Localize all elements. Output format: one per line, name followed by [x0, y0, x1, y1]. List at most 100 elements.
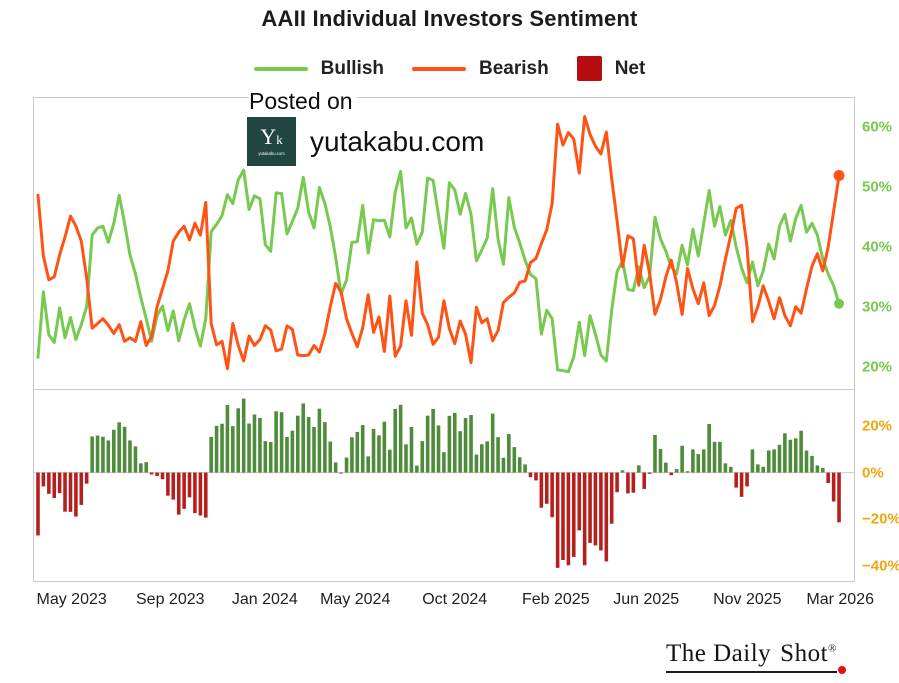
net-bar [317, 408, 322, 473]
x-tick-label: May 2023 [36, 591, 107, 608]
yutakabu-logo-caption: yutakabu.com [258, 151, 285, 157]
top-y-tick-label: 30% [862, 298, 893, 316]
bearish-line-swatch [412, 66, 466, 71]
bearish-end-dot [833, 170, 845, 181]
bullish-end-dot [834, 298, 845, 309]
net-bar [469, 414, 473, 473]
net-bar [458, 431, 462, 473]
net-bar [133, 446, 138, 473]
net-bar [739, 472, 744, 497]
net-bar [263, 441, 268, 473]
net-bar [680, 445, 684, 473]
net-bar [149, 472, 154, 475]
x-tick-label: Oct 2024 [422, 591, 488, 608]
net-bar [214, 425, 219, 473]
net-bar [826, 472, 830, 484]
net-bar [84, 472, 89, 484]
net-bar [701, 449, 706, 473]
x-tick-label: Jun 2025 [613, 591, 680, 608]
top-y-tick-label: 50% [862, 178, 893, 196]
net-bar [355, 431, 360, 473]
net-bar [366, 456, 370, 473]
daily-shot-text-1: The Daily [666, 640, 781, 673]
page-title: AAII Individual Investors Sentiment [261, 6, 638, 31]
net-bar [339, 472, 343, 474]
net-bar [685, 471, 690, 473]
net-bar [79, 472, 84, 505]
net-bar [577, 472, 582, 531]
net-bar [463, 417, 468, 473]
net-bar [831, 472, 836, 502]
net-bar [344, 457, 349, 473]
net-bar [609, 472, 614, 524]
x-tick-label: Mar 2026 [806, 591, 874, 608]
legend-label-net: Net [614, 57, 646, 79]
net-bar [220, 423, 224, 473]
legend-item-net: Net [576, 56, 646, 81]
net-bar [793, 438, 798, 473]
net-bar [377, 435, 381, 473]
net-bar [241, 398, 246, 473]
net-bar [52, 472, 57, 499]
net-bar [176, 472, 181, 515]
net-bar [36, 472, 40, 536]
net-bar [485, 441, 489, 473]
net-bar [323, 422, 327, 473]
watermark-posted-text: Posted on [249, 88, 357, 117]
net-bar [128, 440, 132, 473]
top-y-tick-label: 20% [862, 358, 893, 376]
x-tick-label: Sep 2023 [136, 591, 205, 608]
net-bar [777, 444, 782, 473]
net-bar [620, 470, 625, 473]
x-tick-label: Jan 2024 [231, 591, 298, 608]
net-bar [772, 449, 776, 473]
net-bar [723, 463, 728, 473]
net-bar [328, 441, 333, 473]
net-bar [501, 457, 506, 473]
net-bar [631, 472, 636, 493]
net-bar [729, 466, 733, 473]
net-bar [382, 421, 387, 473]
legend-label-bearish: Bearish [479, 57, 549, 79]
net-bar [766, 450, 771, 473]
net-bar [480, 444, 484, 473]
net-bar [550, 472, 554, 518]
net-bar [122, 426, 127, 473]
net-bar [517, 457, 522, 473]
net-bar [804, 450, 809, 473]
net-bar [166, 472, 170, 496]
net-bar [436, 425, 441, 473]
net-bar [674, 469, 679, 473]
net-bar [588, 472, 592, 543]
net-bar [815, 465, 820, 473]
net-bars-chart [34, 398, 854, 568]
net-bar [696, 454, 701, 473]
net-bar [582, 472, 587, 566]
net-bar [231, 426, 235, 473]
net-bar [534, 472, 538, 481]
net-bar [512, 447, 517, 473]
net-bar [750, 449, 755, 473]
net-bar [523, 464, 527, 473]
net-bar [507, 433, 511, 473]
net-bar [74, 472, 78, 517]
net-bar [279, 412, 284, 473]
net-bar [225, 405, 230, 473]
net-bar [425, 415, 430, 473]
net-bar [783, 433, 787, 473]
yutakabu-monogram: Yk [260, 123, 283, 149]
net-bar [155, 472, 159, 477]
net-bar [171, 472, 176, 500]
net-bar [63, 472, 67, 512]
net-bar [350, 437, 354, 473]
net-bar [144, 462, 149, 473]
net-bar [420, 441, 425, 473]
daily-shot-text-2: Shot® [780, 640, 837, 673]
net-bar [756, 464, 760, 473]
legend-label-bullish: Bullish [320, 57, 384, 79]
net-bar [101, 436, 105, 473]
net-bar [837, 472, 841, 523]
net-bar [90, 436, 94, 473]
legend: Bullish Bearish Net [0, 56, 899, 81]
net-bar [95, 435, 100, 473]
